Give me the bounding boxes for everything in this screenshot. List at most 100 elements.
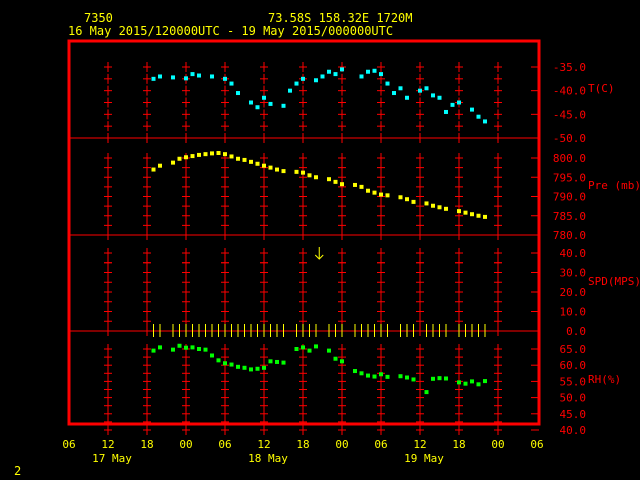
temperature-point — [171, 75, 175, 80]
x-tick-label: 06 — [62, 438, 75, 451]
y-tick-label: -50.0 — [553, 132, 586, 145]
y-tick-label: 65.0 — [560, 343, 587, 356]
temperature-point — [444, 109, 448, 114]
pressure-point — [177, 156, 182, 161]
y-tick-label: 55.0 — [560, 375, 587, 388]
humidity-point — [476, 382, 481, 387]
y-tick-label: 40.0 — [560, 247, 587, 260]
pressure-point — [476, 213, 481, 218]
temperature-point — [184, 76, 188, 81]
temperature-point — [418, 88, 422, 93]
pressure-point — [229, 154, 234, 159]
y-tick-label: 50.0 — [560, 392, 587, 405]
pressure-point — [236, 156, 240, 161]
humidity-point — [366, 373, 370, 378]
pressure-point — [184, 155, 188, 160]
y-tick-label: -45.0 — [553, 108, 586, 121]
y-tick-label: 10.0 — [560, 306, 587, 319]
x-tick-label: 12 — [101, 438, 114, 451]
temperature-point — [405, 95, 409, 100]
y-tick-label: 40.0 — [560, 424, 587, 437]
temperature-axis-label: T(C) — [588, 82, 615, 95]
y-tick-label: -40.0 — [553, 85, 586, 98]
humidity-point — [262, 365, 266, 370]
temperature-point — [483, 119, 487, 124]
temperature-point — [470, 107, 474, 112]
humidity-point — [405, 375, 409, 380]
humidity-point — [236, 364, 240, 369]
pressure-point — [444, 206, 448, 211]
x-tick-label: 06 — [530, 438, 543, 451]
x-tick-label: 18 — [140, 438, 153, 451]
temperature-point — [379, 72, 383, 77]
x-tick-label: 00 — [179, 438, 192, 451]
y-tick-label: 0.0 — [566, 325, 586, 338]
y-tick-label: 790.0 — [553, 191, 586, 204]
humidity-axis-label: RH(%) — [588, 373, 621, 386]
humidity-point — [340, 359, 344, 364]
humidity-point — [255, 366, 260, 371]
pressure-point — [190, 154, 195, 159]
pressure-point — [359, 184, 364, 189]
pressure-point — [158, 163, 162, 168]
wind-axis-label: SPD(MPS) — [588, 275, 640, 288]
temperature-point — [392, 91, 396, 96]
pressure-point — [372, 190, 377, 195]
x-day-label: 19 May — [404, 452, 444, 465]
humidity-point — [190, 345, 195, 350]
humidity-point — [463, 381, 468, 386]
temperature-point — [236, 91, 240, 96]
temperature-point — [210, 74, 214, 79]
humidity-point — [372, 374, 377, 379]
humidity-point — [184, 345, 188, 350]
humidity-point — [314, 344, 318, 349]
humidity-point — [268, 359, 273, 364]
y-tick-label: 785.0 — [553, 210, 586, 223]
humidity-point — [171, 347, 175, 352]
y-tick-label: 45.0 — [560, 408, 587, 421]
humidity-point — [424, 390, 429, 395]
pressure-point — [242, 157, 247, 162]
pressure-point — [463, 210, 468, 215]
humidity-point — [249, 367, 253, 372]
data-marks — [151, 67, 487, 395]
humidity-point — [353, 369, 357, 374]
temperature-point — [229, 81, 234, 86]
temperature-point — [190, 72, 195, 77]
humidity-point — [229, 362, 234, 367]
pressure-point — [294, 169, 299, 174]
x-tick-label: 00 — [491, 438, 504, 451]
pressure-axis-label: Pre (mb) — [588, 179, 640, 192]
pressure-point — [275, 167, 279, 172]
temperature-point — [366, 69, 370, 74]
pressure-point — [405, 197, 409, 202]
pressure-point — [340, 182, 344, 187]
plot-frame — [67, 39, 541, 426]
pressure-point — [333, 179, 338, 184]
temperature-point — [255, 105, 260, 110]
humidity-point — [281, 360, 286, 365]
humidity-point — [151, 348, 156, 353]
temperature-point — [340, 67, 344, 72]
wind-arrow-head — [314, 254, 324, 260]
temperature-point — [424, 86, 429, 91]
humidity-point — [197, 347, 201, 351]
pressure-point — [379, 192, 383, 197]
y-tick-label: 780.0 — [553, 229, 586, 242]
panel-dividers — [69, 137, 539, 332]
pressure-point — [483, 214, 487, 219]
humidity-point — [359, 371, 364, 376]
station-location: 73.58S 158.32E 1720M — [268, 11, 413, 25]
temperature-point — [288, 88, 292, 93]
pressure-point — [457, 209, 461, 214]
pressure-point — [327, 177, 331, 182]
pressure-point — [398, 195, 403, 200]
time-period: 16 May 2015/120000UTC - 19 May 2015/0000… — [68, 24, 393, 38]
humidity-point — [301, 345, 305, 350]
pressure-point — [223, 152, 227, 157]
temperature-point — [151, 76, 156, 81]
pressure-point — [314, 175, 318, 180]
station-id: 7350 — [84, 11, 113, 25]
humidity-point — [470, 379, 474, 384]
